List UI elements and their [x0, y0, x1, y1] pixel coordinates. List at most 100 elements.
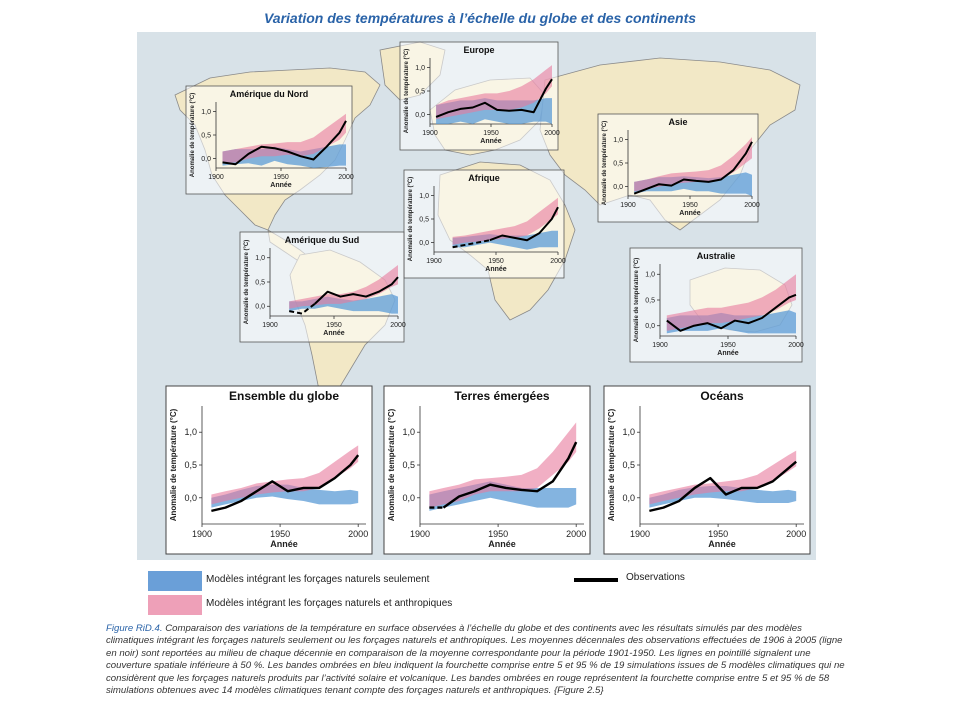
y-tick-label: 0,5	[402, 460, 415, 470]
x-axis-label: Année	[480, 138, 502, 145]
y-axis-label: Anomalie de température (°C)	[404, 49, 410, 133]
observations-line	[211, 454, 360, 513]
y-tick-label: 1,0	[645, 272, 655, 279]
chart-title: Terres émergées	[454, 389, 550, 403]
y-tick-label: 0,5	[419, 216, 429, 223]
y-axis-label: Anomalie de température (°C)	[169, 408, 178, 521]
observations-line	[633, 141, 753, 195]
observations-line-dashed	[452, 239, 490, 249]
chart-panel-oceans: Océans 0,0 0,5 1,0 1900 1950 2000 Année Anomalie…	[603, 385, 811, 555]
caption-lead: Figure RiD.4.	[106, 623, 163, 634]
chart-title: Amérique du Sud	[285, 235, 360, 245]
y-axis-label: Anomalie de température (°C)	[244, 240, 250, 324]
x-tick-label: 1950	[488, 258, 504, 265]
x-tick-label: 1900	[192, 529, 212, 539]
x-tick-label: 1950	[483, 130, 499, 137]
x-tick-label: 2000	[338, 174, 354, 181]
x-tick-label: 1900	[262, 322, 278, 329]
y-tick-label: 0,0	[415, 112, 425, 119]
x-tick-label: 1900	[422, 130, 438, 137]
legend-anthro-label: Modèles intégrant les forçages naturels …	[206, 598, 453, 609]
x-tick-label: 2000	[544, 130, 560, 137]
y-tick-label: 1,0	[613, 137, 623, 144]
band-anthro	[649, 450, 797, 505]
x-tick-label: 1900	[426, 258, 442, 265]
observations-line	[314, 276, 399, 305]
y-tick-label: 0,5	[622, 460, 635, 470]
y-tick-label: 0,0	[645, 323, 655, 330]
y-tick-label: 0,0	[255, 304, 265, 311]
observations-line	[442, 441, 578, 509]
y-tick-label: 0,5	[613, 160, 623, 167]
x-tick-label: 1950	[708, 529, 728, 539]
band-anthro	[429, 422, 577, 508]
y-tick-label: 1,0	[402, 427, 415, 437]
x-tick-label: 1900	[630, 529, 650, 539]
y-tick-label: 1,0	[201, 109, 211, 116]
band-anthro	[289, 265, 398, 309]
y-tick-label: 0,0	[184, 493, 197, 503]
x-axis-label: Année	[679, 210, 701, 217]
x-tick-label: 1900	[208, 174, 224, 181]
chart-panel-globe: Ensemble du globe 0,0 0,5 1,0 1900 1950 2000 An…	[165, 385, 373, 555]
y-axis-label: Anomalie de température (°C)	[190, 93, 196, 177]
chart-panel-australie: Australie 0,0 0,5 1,0 1900 1950 2000 Année Anoma…	[629, 247, 804, 363]
legend-natural-swatch	[148, 571, 202, 591]
band-anthro	[436, 65, 552, 120]
x-tick-label: 1900	[620, 202, 636, 209]
x-tick-label: 1950	[720, 342, 736, 349]
y-tick-label: 1,0	[255, 255, 265, 262]
chart-panel-asie: Asie 0,0 0,5 1,0 1900 1950 2000 Année Anomalie d…	[597, 113, 760, 223]
chart-panel-amerique-nord: Amérique du Nord 0,0 0,5 1,0 1900 1950 2000 Ann…	[185, 85, 354, 195]
x-tick-label: 1900	[410, 529, 430, 539]
y-tick-label: 1,0	[184, 427, 197, 437]
observations-line	[666, 293, 797, 332]
y-tick-label: 0,5	[184, 460, 197, 470]
observations-line-dashed	[289, 303, 316, 315]
observations-line	[489, 206, 559, 242]
observations-line	[649, 460, 797, 513]
y-tick-label: 0,0	[419, 240, 429, 247]
figure-title: Variation des températures à l’échelle d…	[263, 10, 697, 26]
panel-frame	[403, 169, 565, 279]
observations-line	[222, 120, 347, 166]
x-tick-label: 2000	[550, 258, 566, 265]
band-anthro	[666, 274, 796, 331]
y-axis-label: Anomalie de température (°C)	[602, 121, 608, 205]
x-axis-label: Année	[323, 330, 345, 337]
x-tick-label: 1950	[326, 322, 342, 329]
band-anthro	[211, 445, 359, 505]
x-tick-label: 2000	[786, 529, 806, 539]
chart-panel-europe: Europe 0,0 0,5 1,0 1900 1950 2000 Année Anomalie…	[399, 41, 560, 151]
y-tick-label: 1,0	[622, 427, 635, 437]
legend-natural-label: Modèles intégrant les forçages naturels …	[206, 574, 430, 585]
chart-title: Europe	[463, 45, 494, 55]
x-axis-label: Année	[717, 350, 739, 357]
chart-panel-afrique: Afrique 0,0 0,5 1,0 1900 1950 2000 Année Anomali…	[403, 169, 566, 279]
chart-panel-terres: Terres émergées 0,0 0,5 1,0 1900 1950 2000 Anné…	[383, 385, 591, 555]
x-axis-label: Année	[270, 539, 298, 549]
y-tick-label: 1,0	[419, 193, 429, 200]
y-axis-label: Anomalie de température (°C)	[634, 258, 640, 342]
y-tick-label: 0,0	[201, 156, 211, 163]
chart-title: Afrique	[468, 173, 500, 183]
chart-title: Asie	[668, 117, 687, 127]
x-tick-label: 2000	[348, 529, 368, 539]
x-tick-label: 2000	[788, 342, 804, 349]
y-tick-label: 0,5	[645, 297, 655, 304]
legend-observations-line	[574, 578, 618, 582]
x-tick-label: 1950	[270, 529, 290, 539]
y-tick-label: 0,5	[201, 132, 211, 139]
x-tick-label: 1950	[488, 529, 508, 539]
chart-title: Amérique du Nord	[230, 89, 309, 99]
y-tick-label: 0,5	[255, 279, 265, 286]
x-axis-label: Année	[708, 539, 736, 549]
y-tick-label: 0,0	[622, 493, 635, 503]
y-axis-label: Anomalie de température (°C)	[408, 177, 414, 261]
legend-anthro-swatch	[148, 595, 202, 615]
x-tick-label: 1950	[682, 202, 698, 209]
y-tick-label: 0,5	[415, 88, 425, 95]
band-anthro	[452, 197, 558, 245]
chart-panel-amerique-sud: Amérique du Sud 0,0 0,5 1,0 1900 1950 2000 Anné…	[239, 231, 406, 343]
